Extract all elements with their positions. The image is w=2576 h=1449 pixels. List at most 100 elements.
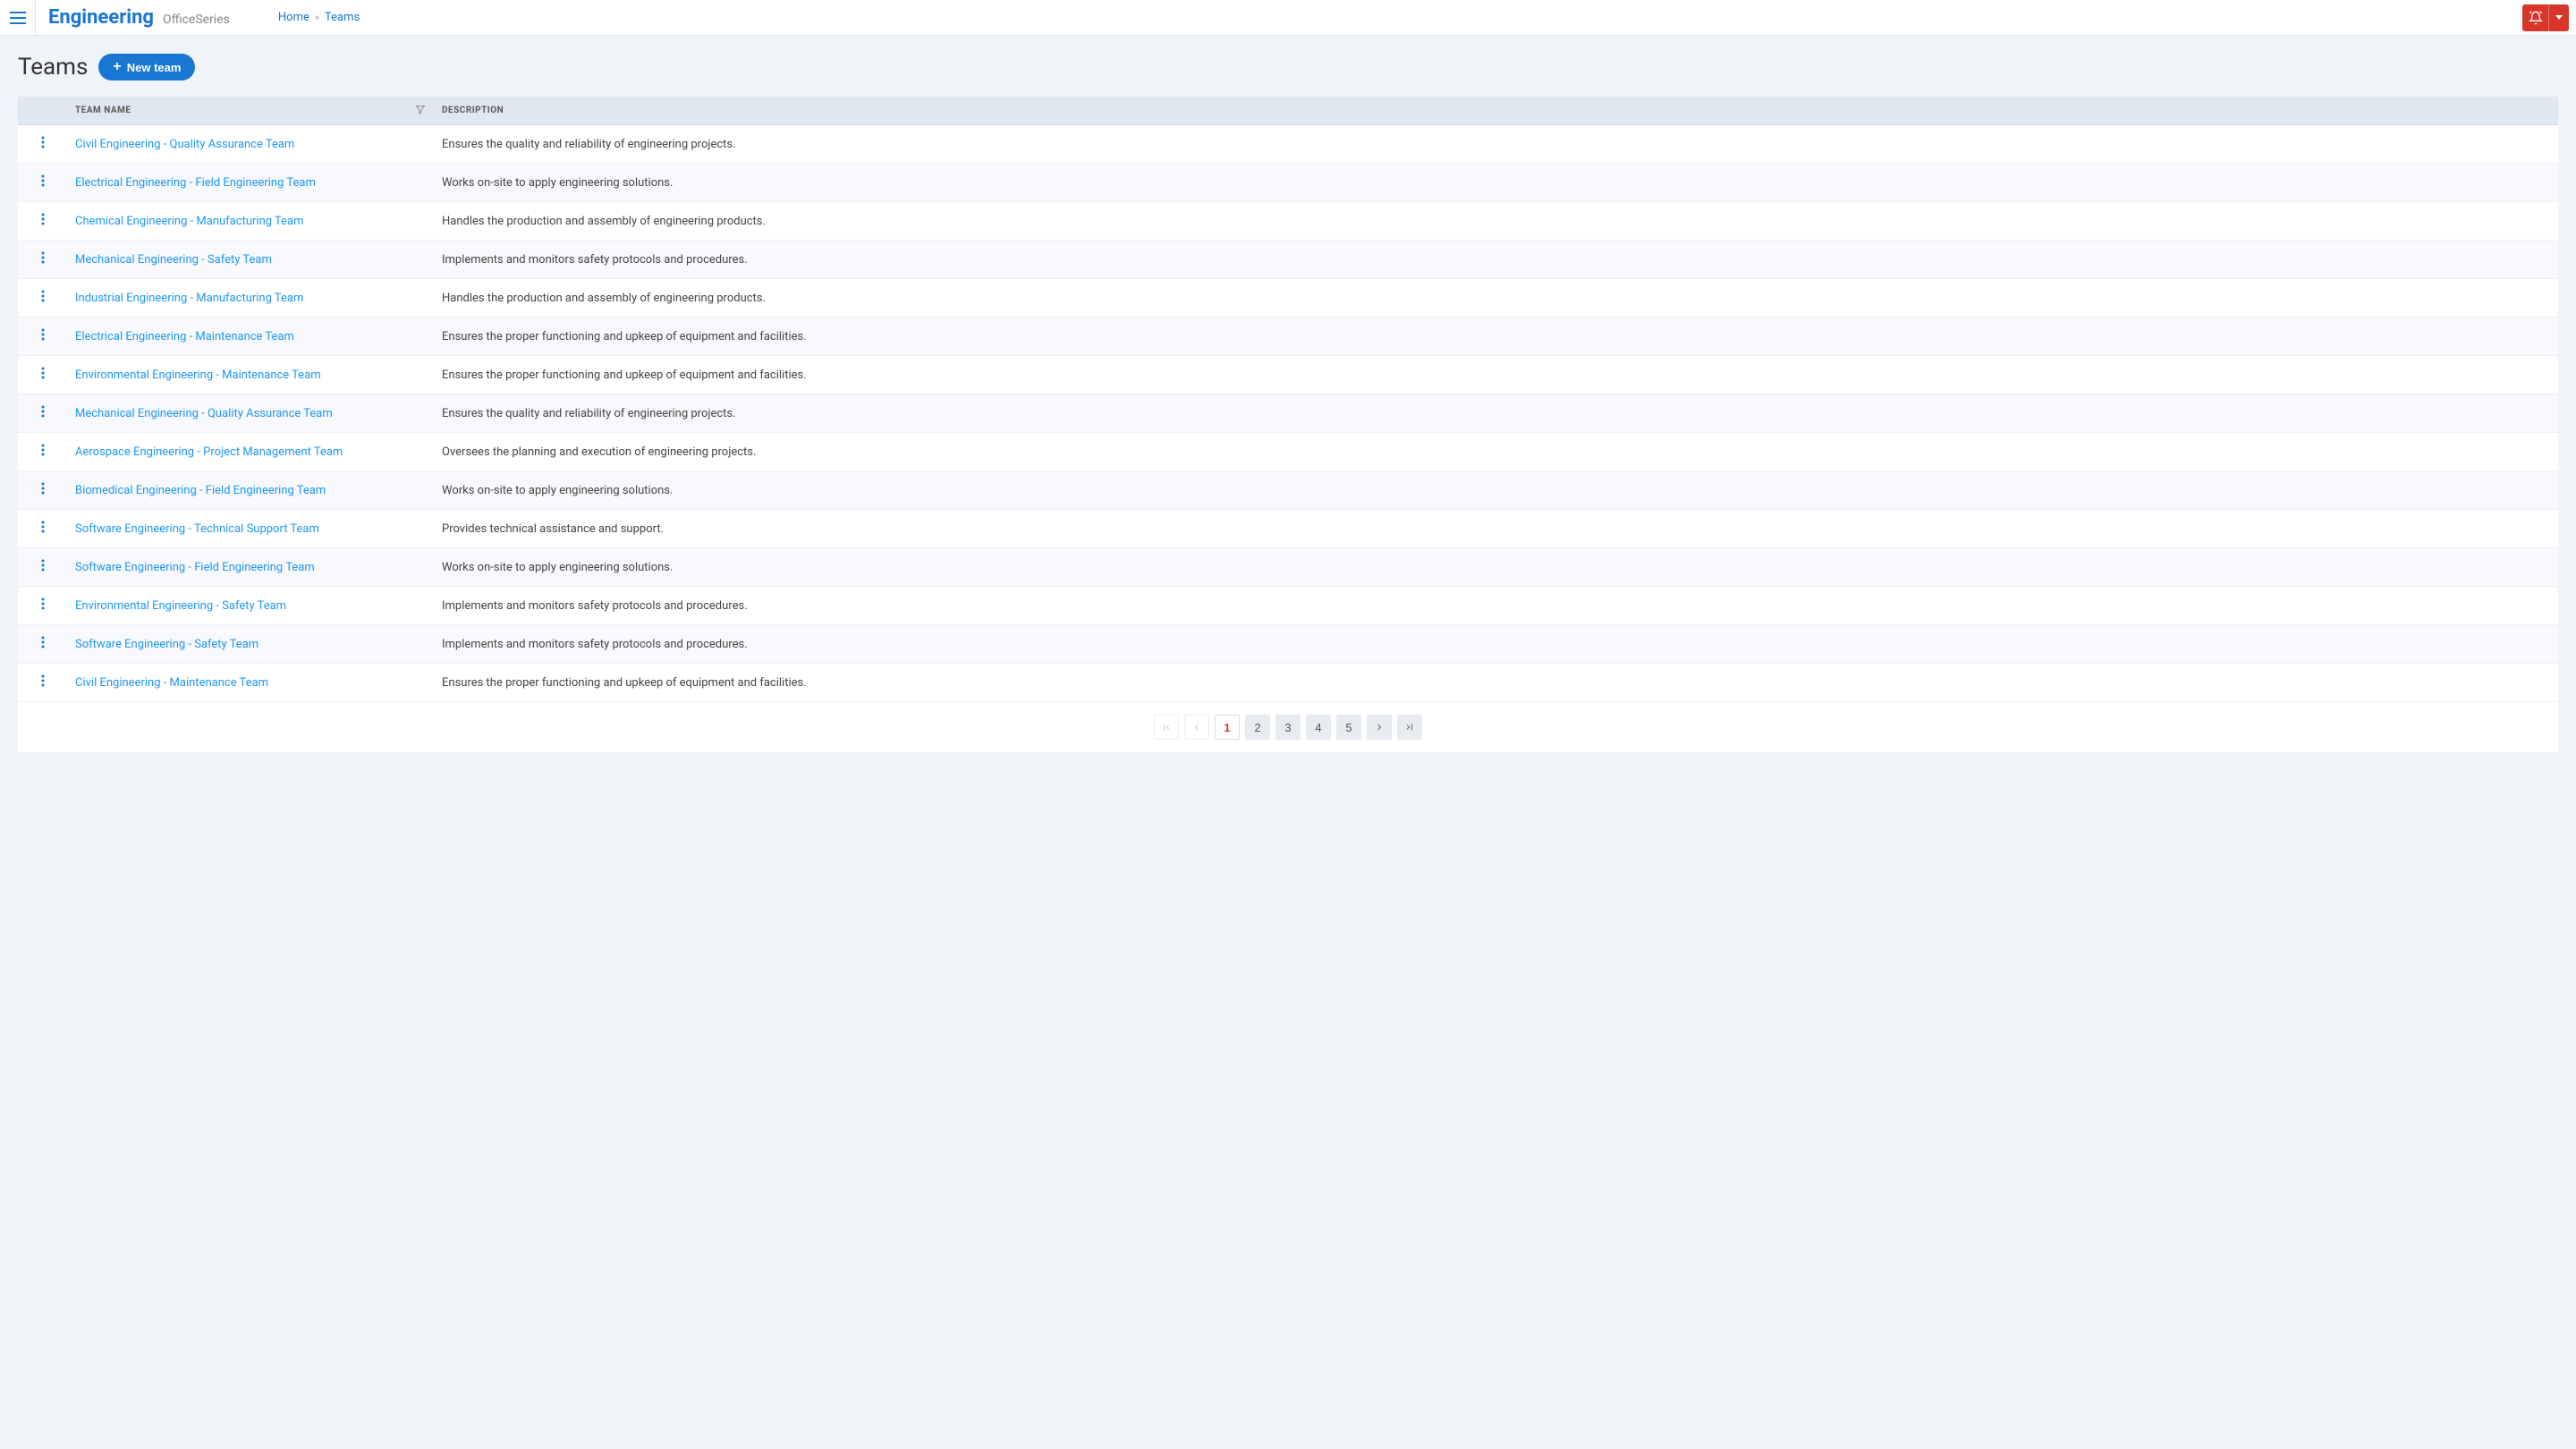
row-menu[interactable] <box>18 356 68 394</box>
kebab-icon <box>41 174 45 187</box>
row-menu[interactable] <box>18 318 68 356</box>
bell-icon <box>2529 11 2543 25</box>
team-link[interactable]: Industrial Engineering - Manufacturing T… <box>75 292 303 305</box>
notifications-button[interactable] <box>2522 4 2549 31</box>
row-menu[interactable] <box>18 587 68 625</box>
row-menu[interactable] <box>18 125 68 164</box>
team-description: Handles the production and assembly of e… <box>442 292 766 305</box>
brand-main[interactable]: Engineering <box>48 6 154 29</box>
team-link[interactable]: Environmental Engineering - Safety Team <box>75 599 286 613</box>
new-team-button[interactable]: + New team <box>98 54 195 80</box>
table-row: Electrical Engineering - Field Engineeri… <box>18 164 2558 202</box>
pagination-page-4[interactable]: 4 <box>1306 715 1331 740</box>
kebab-icon <box>41 251 45 264</box>
table-row: Biomedical Engineering - Field Engineeri… <box>18 471 2558 510</box>
table-row: Electrical Engineering - Maintenance Tea… <box>18 318 2558 356</box>
kebab-icon <box>41 482 45 495</box>
team-link[interactable]: Civil Engineering - Quality Assurance Te… <box>75 138 294 151</box>
team-link[interactable]: Electrical Engineering - Field Engineeri… <box>75 176 316 190</box>
kebab-icon <box>41 213 45 225</box>
pagination-page-5[interactable]: 5 <box>1336 715 1361 740</box>
team-link[interactable]: Software Engineering - Technical Support… <box>75 522 319 536</box>
team-description: Provides technical assistance and suppor… <box>442 522 664 536</box>
pagination-page-2[interactable]: 2 <box>1245 715 1270 740</box>
row-menu[interactable] <box>18 279 68 318</box>
team-link[interactable]: Chemical Engineering - Manufacturing Tea… <box>75 215 304 228</box>
team-description: Oversees the planning and execution of e… <box>442 445 756 459</box>
row-menu[interactable] <box>18 625 68 664</box>
team-description: Implements and monitors safety protocols… <box>442 599 748 613</box>
notifications-dropdown[interactable] <box>2549 4 2569 31</box>
pagination-first[interactable] <box>1154 715 1179 740</box>
header-right <box>2522 0 2576 36</box>
team-description: Implements and monitors safety protocols… <box>442 253 748 267</box>
kebab-icon <box>41 136 45 148</box>
team-link[interactable]: Biomedical Engineering - Field Engineeri… <box>75 484 326 497</box>
kebab-icon <box>41 559 45 572</box>
team-link[interactable]: Civil Engineering - Maintenance Team <box>75 676 268 690</box>
row-menu[interactable] <box>18 548 68 587</box>
table-row: Civil Engineering - Maintenance Team Ens… <box>18 664 2558 702</box>
column-team-name[interactable]: Team Name <box>68 97 435 125</box>
pagination-page-3[interactable]: 3 <box>1275 715 1301 740</box>
table-row: Aerospace Engineering - Project Manageme… <box>18 433 2558 471</box>
row-menu[interactable] <box>18 664 68 702</box>
row-menu[interactable] <box>18 433 68 471</box>
first-page-icon <box>1161 722 1172 733</box>
team-link[interactable]: Software Engineering - Safety Team <box>75 638 258 651</box>
table-row: Chemical Engineering - Manufacturing Tea… <box>18 202 2558 241</box>
team-link[interactable]: Environmental Engineering - Maintenance … <box>75 369 321 382</box>
row-menu[interactable] <box>18 241 68 279</box>
pagination-page-1[interactable]: 1 <box>1215 715 1240 740</box>
pagination-next[interactable] <box>1367 715 1392 740</box>
kebab-icon <box>41 328 45 341</box>
team-description: Ensures the quality and reliability of e… <box>442 407 736 420</box>
team-link[interactable]: Mechanical Engineering - Quality Assuran… <box>75 407 333 420</box>
team-description: Works on-site to apply engineering solut… <box>442 561 673 574</box>
column-description[interactable]: Description <box>435 97 2558 125</box>
top-header: Engineering OfficeSeries Home » Teams <box>0 0 2576 36</box>
row-menu[interactable] <box>18 164 68 202</box>
team-description: Ensures the quality and reliability of e… <box>442 138 736 151</box>
kebab-icon <box>41 405 45 418</box>
row-menu[interactable] <box>18 471 68 510</box>
team-description: Works on-site to apply engineering solut… <box>442 484 673 497</box>
team-description: Handles the production and assembly of e… <box>442 215 766 228</box>
table-row: Software Engineering - Technical Support… <box>18 510 2558 548</box>
team-description: Ensures the proper functioning and upkee… <box>442 676 807 690</box>
breadcrumb-separator-icon: » <box>315 12 319 23</box>
breadcrumb-home[interactable]: Home <box>278 11 309 24</box>
row-menu[interactable] <box>18 394 68 433</box>
team-link[interactable]: Mechanical Engineering - Safety Team <box>75 253 272 267</box>
table-row: Environmental Engineering - Safety Team … <box>18 587 2558 625</box>
team-link[interactable]: Electrical Engineering - Maintenance Tea… <box>75 330 294 343</box>
table-row: Mechanical Engineering - Safety Team Imp… <box>18 241 2558 279</box>
kebab-icon <box>41 674 45 687</box>
table-row: Software Engineering - Safety Team Imple… <box>18 625 2558 664</box>
new-team-label: New team <box>127 61 182 74</box>
column-actions <box>18 97 68 125</box>
pagination-prev[interactable] <box>1184 715 1209 740</box>
pagination-last[interactable] <box>1397 715 1422 740</box>
breadcrumb-current[interactable]: Teams <box>325 11 360 24</box>
team-description: Works on-site to apply engineering solut… <box>442 176 673 190</box>
kebab-icon <box>41 290 45 302</box>
caret-down-icon <box>2555 15 2563 20</box>
filter-icon[interactable] <box>415 104 426 117</box>
page-content: Teams + New team Team Name Description <box>0 36 2576 770</box>
brand-sub: OfficeSeries <box>163 13 230 27</box>
team-description: Ensures the proper functioning and upkee… <box>442 369 807 382</box>
hamburger-icon <box>10 12 26 24</box>
team-link[interactable]: Aerospace Engineering - Project Manageme… <box>75 445 343 459</box>
kebab-icon <box>41 367 45 379</box>
team-description: Ensures the proper functioning and upkee… <box>442 330 807 343</box>
row-menu[interactable] <box>18 202 68 241</box>
chevron-left-icon <box>1191 722 1202 733</box>
table-row: Mechanical Engineering - Quality Assuran… <box>18 394 2558 433</box>
row-menu[interactable] <box>18 510 68 548</box>
pagination: 12345 <box>18 702 2558 752</box>
kebab-icon <box>41 636 45 648</box>
kebab-icon <box>41 444 45 456</box>
team-link[interactable]: Software Engineering - Field Engineering… <box>75 561 315 574</box>
hamburger-menu[interactable] <box>0 0 36 36</box>
